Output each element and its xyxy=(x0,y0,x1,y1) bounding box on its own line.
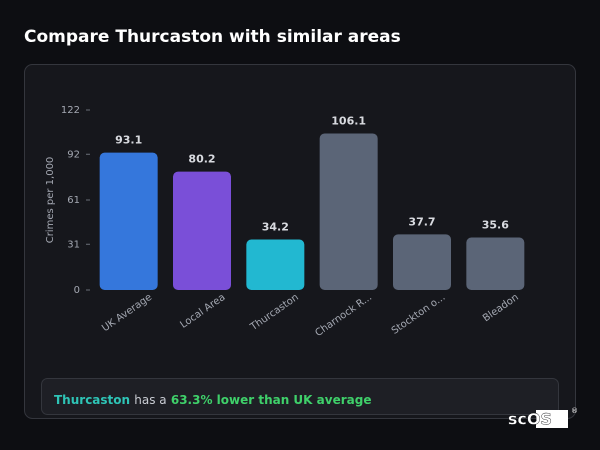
value-label: 34.2 xyxy=(262,221,289,234)
y-tick-label: 122 xyxy=(61,105,80,116)
bar xyxy=(173,171,231,290)
bar xyxy=(393,234,451,290)
bar xyxy=(246,239,305,290)
y-axis-label: Crimes per 1,000 xyxy=(45,157,56,244)
logo-mark: ® xyxy=(571,407,578,415)
y-tick-label: 31 xyxy=(67,239,80,250)
bar xyxy=(99,152,158,290)
value-label: 93.1 xyxy=(115,134,142,147)
page-title: Compare Thurcaston with similar areas xyxy=(24,27,401,47)
summary-area: Thurcaston xyxy=(54,393,130,407)
value-label: 37.7 xyxy=(408,215,435,228)
bar xyxy=(319,133,378,290)
value-label: 35.6 xyxy=(482,218,509,231)
summary-text: Thurcaston has a 63.3% lower than UK ave… xyxy=(54,393,371,407)
logo: scOS xyxy=(508,410,552,429)
y-tick-label: 0 xyxy=(74,285,80,296)
logo-box xyxy=(536,410,568,428)
y-tick-label: 61 xyxy=(67,195,80,206)
value-label: 80.2 xyxy=(188,153,215,166)
y-tick-label: 92 xyxy=(67,149,80,160)
summary-connector: has a xyxy=(134,393,166,407)
summary-highlight: 63.3% lower than UK average xyxy=(171,393,372,407)
value-label: 106.1 xyxy=(331,114,366,127)
summary-box xyxy=(41,378,559,415)
bar xyxy=(466,237,525,290)
